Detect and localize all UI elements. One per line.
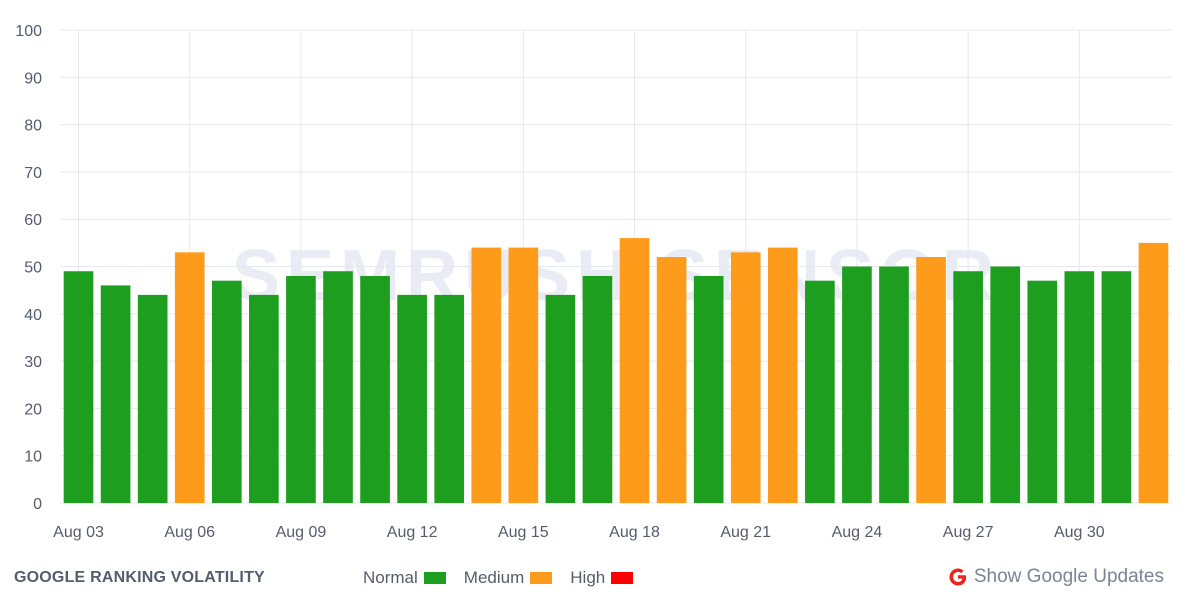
bar-aug-15[interactable] [508, 247, 539, 503]
bar-aug-08[interactable] [249, 294, 279, 503]
bar-aug-19[interactable] [656, 257, 687, 503]
bar-aug-12[interactable] [397, 294, 427, 503]
y-tick-label: 10 [24, 449, 42, 466]
y-tick-label: 70 [24, 165, 42, 182]
legend: Normal Medium High [363, 568, 651, 588]
bars [63, 238, 1169, 504]
bar-aug-22[interactable] [767, 247, 798, 503]
legend-swatch-medium [530, 572, 553, 584]
legend-item-high[interactable]: High [570, 568, 634, 588]
legend-label-normal: Normal [363, 568, 418, 587]
y-tick-label: 30 [24, 354, 42, 371]
show-google-updates-label: Show Google Updates [973, 566, 1164, 587]
legend-swatch-normal [423, 572, 446, 584]
legend-label-medium: Medium [463, 568, 525, 587]
bar-aug-06[interactable] [174, 252, 205, 503]
bar-aug-17[interactable] [582, 275, 613, 503]
bar-aug-21[interactable] [730, 252, 761, 503]
y-tick-label: 60 [24, 212, 42, 229]
x-tick-label: Aug 18 [609, 524, 660, 541]
x-tick-label: Aug 09 [276, 524, 327, 541]
bar-aug-31[interactable] [1101, 271, 1132, 503]
bar-aug-13[interactable] [434, 294, 465, 503]
x-tick-label: Aug 15 [498, 524, 549, 541]
y-tick-label: 50 [24, 260, 42, 277]
bar-aug-24[interactable] [842, 266, 872, 504]
x-tick-label: Aug 21 [720, 524, 771, 541]
bar-aug-18[interactable] [619, 238, 650, 503]
legend-item-medium[interactable]: Medium [463, 568, 553, 588]
chart-footer-title: GOOGLE RANKING VOLATILITY [14, 569, 265, 586]
chart-footer: GOOGLE RANKING VOLATILITY Normal Medium … [0, 560, 1200, 600]
bar-aug-03[interactable] [63, 271, 94, 503]
bar-aug-27[interactable] [953, 271, 983, 503]
bar-aug-30[interactable] [1064, 271, 1095, 503]
bar-aug-20[interactable] [693, 275, 724, 503]
bar-aug-05[interactable] [137, 294, 168, 503]
x-tick-label: Aug 12 [387, 524, 438, 541]
bar-aug-25[interactable] [879, 266, 909, 504]
bar-aug-23[interactable] [805, 280, 835, 503]
legend-item-normal[interactable]: Normal [363, 568, 446, 588]
y-tick-label: 100 [15, 23, 42, 40]
x-tick-label: Aug 03 [53, 524, 104, 541]
y-tick-label: 80 [24, 118, 42, 135]
y-axis-ticks: 0 10 20 30 40 50 60 70 80 90 100 [15, 23, 42, 513]
y-tick-label: 0 [33, 496, 42, 513]
bar-aug-16[interactable] [545, 294, 576, 503]
x-tick-label: Aug 27 [943, 524, 994, 541]
bar-aug-09[interactable] [286, 275, 316, 503]
bar-aug-07[interactable] [211, 280, 242, 503]
legend-swatch-high [611, 572, 634, 584]
google-g-icon [949, 568, 967, 586]
y-tick-label: 40 [24, 307, 42, 324]
y-tick-label: 90 [24, 70, 42, 87]
bar-aug-11[interactable] [360, 275, 390, 503]
x-tick-label: Aug 30 [1054, 524, 1105, 541]
bar-aug-10[interactable] [323, 271, 353, 503]
bar-aug-26[interactable] [916, 257, 946, 503]
y-tick-label: 20 [24, 401, 42, 418]
x-tick-label: Aug 06 [164, 524, 215, 541]
bar-aug-04[interactable] [100, 285, 131, 503]
x-tick-label: Aug 24 [832, 524, 883, 541]
show-google-updates-button[interactable]: Show Google Updates [948, 566, 1164, 588]
bar-aug-14[interactable] [471, 247, 502, 503]
bar-aug-29[interactable] [1027, 280, 1058, 503]
legend-label-high: High [570, 568, 606, 587]
bar-sep-01[interactable] [1138, 242, 1169, 503]
x-axis-ticks: Aug 03 Aug 06 Aug 09 Aug 12 Aug 15 Aug 18 Aug … [53, 524, 1105, 541]
bar-aug-28[interactable] [990, 266, 1021, 504]
